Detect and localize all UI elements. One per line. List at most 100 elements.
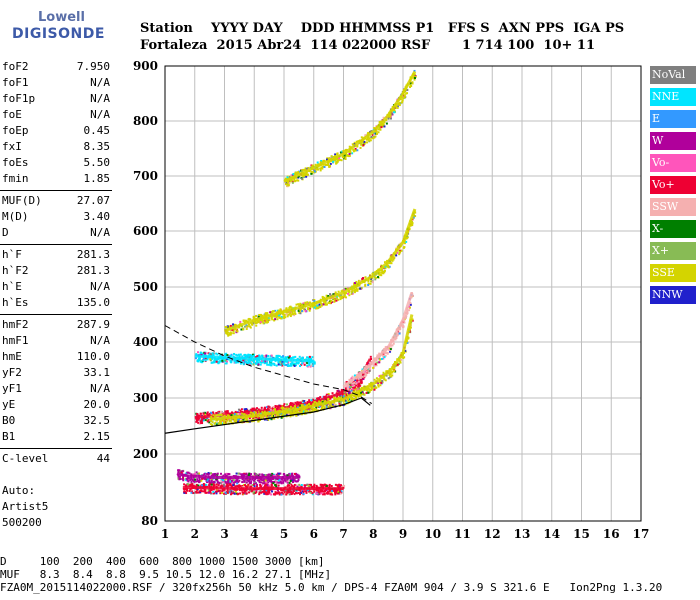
param-key: foF2 — [2, 60, 29, 73]
echo-point — [243, 325, 246, 328]
echo-point — [323, 395, 326, 398]
echo-point — [387, 117, 390, 120]
echo-point — [316, 161, 319, 164]
echo-point — [390, 259, 393, 262]
echo-point — [222, 419, 225, 422]
echo-point — [256, 479, 259, 482]
param-separator — [0, 244, 112, 245]
echo-point — [204, 411, 207, 414]
param-value: 0.45 — [83, 124, 111, 137]
echo-point — [348, 392, 351, 395]
echo-point — [378, 121, 381, 124]
echo-point — [247, 479, 250, 482]
echo-point — [348, 294, 351, 297]
echo-point — [347, 291, 350, 294]
echo-point — [255, 473, 258, 476]
echo-point — [334, 491, 337, 494]
legend-item-x-: X- — [650, 220, 696, 238]
echo-point — [308, 402, 311, 405]
echo-point — [343, 295, 346, 298]
echo-point — [252, 354, 255, 357]
echo-point — [327, 163, 330, 166]
echo-point — [185, 488, 188, 491]
echo-point — [361, 393, 364, 396]
echo-point — [253, 479, 256, 482]
echo-point — [243, 492, 246, 495]
echo-point — [381, 122, 384, 125]
echo-point — [358, 381, 361, 384]
echo-point — [230, 421, 233, 424]
echo-point — [268, 363, 271, 366]
echo-point — [356, 381, 359, 384]
echo-point — [398, 249, 401, 252]
echo-point — [238, 489, 241, 492]
echo-point — [319, 489, 322, 492]
echo-point — [316, 168, 319, 171]
echo-point — [336, 397, 339, 400]
echo-point — [219, 353, 222, 356]
echo-point — [270, 409, 273, 412]
echo-point — [290, 490, 293, 493]
echo-point — [308, 309, 311, 312]
echo-point — [253, 482, 256, 485]
echo-point — [257, 417, 260, 420]
param-value: 27.07 — [76, 194, 110, 207]
echo-point — [321, 493, 324, 496]
echo-point — [266, 490, 269, 493]
echo-point — [281, 406, 284, 409]
echo-point — [246, 419, 249, 422]
echo-point — [393, 111, 396, 114]
echo-point — [250, 322, 253, 325]
echo-point — [330, 300, 333, 303]
param-key: foEp — [2, 124, 29, 137]
echo-point — [381, 354, 384, 357]
echo-point — [409, 83, 412, 86]
echo-point — [356, 379, 359, 382]
echo-point — [249, 359, 252, 362]
echo-point — [294, 480, 297, 483]
echo-point — [265, 481, 268, 484]
echo-point — [292, 363, 295, 366]
echo-point — [345, 401, 348, 404]
echo-point — [275, 491, 278, 494]
echo-point — [280, 491, 283, 494]
echo-point — [207, 419, 210, 422]
auto-program: Artist5 — [2, 500, 49, 513]
echo-point — [228, 491, 231, 494]
echo-point — [260, 314, 263, 317]
echo-point — [283, 472, 286, 475]
echo-point — [276, 489, 279, 492]
echo-point — [207, 478, 210, 481]
echo-point — [232, 492, 235, 495]
echo-point — [339, 298, 342, 301]
echo-point — [228, 325, 231, 328]
echo-point — [263, 492, 266, 495]
echo-point — [400, 358, 403, 361]
echo-point — [285, 181, 288, 184]
echo-point — [277, 360, 280, 363]
echo-point — [376, 354, 379, 357]
echo-point — [330, 404, 333, 407]
echo-point — [301, 490, 304, 493]
echo-point — [359, 287, 362, 290]
echo-point — [311, 165, 314, 168]
param-key: C-level — [2, 452, 49, 465]
echo-point — [399, 361, 402, 364]
echo-point — [334, 298, 337, 301]
echo-point — [243, 420, 246, 423]
echo-point — [287, 183, 290, 186]
echo-point — [265, 320, 268, 323]
echo-point — [388, 348, 391, 351]
echo-point — [267, 490, 270, 493]
echo-point — [325, 406, 328, 409]
echo-point — [187, 471, 190, 474]
echo-point — [375, 276, 378, 279]
echo-point — [300, 357, 303, 360]
echo-point — [329, 300, 332, 303]
echo-point — [197, 491, 200, 494]
echo-point — [234, 323, 237, 326]
echo-point — [225, 472, 228, 475]
echo-point — [247, 359, 250, 362]
echo-point — [299, 404, 302, 407]
echo-point — [318, 493, 321, 496]
